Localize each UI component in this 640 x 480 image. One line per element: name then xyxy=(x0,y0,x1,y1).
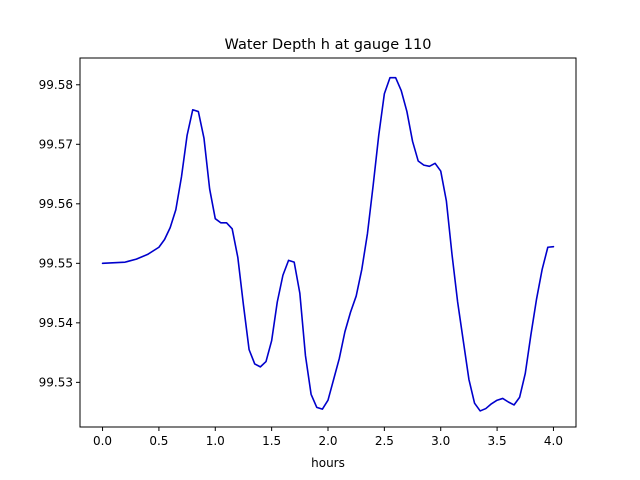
x-tick-label: 3.0 xyxy=(431,434,450,448)
y-tick-label: 99.55 xyxy=(39,256,73,270)
x-tick-label: 4.0 xyxy=(544,434,563,448)
x-tick-label: 2.5 xyxy=(375,434,394,448)
y-tick-label: 99.53 xyxy=(39,375,73,389)
x-axis-label: hours xyxy=(311,456,345,470)
y-tick-label: 99.58 xyxy=(39,78,73,92)
x-axis-ticks: 0.0 0.5 1.0 1.5 2.0 2.5 3.0 3.5 4.0 xyxy=(93,427,563,448)
y-tick-label: 99.56 xyxy=(39,197,73,211)
x-tick-label: 2.0 xyxy=(318,434,337,448)
y-axis-ticks: 99.53 99.54 99.55 99.56 99.57 99.58 xyxy=(39,78,80,389)
x-tick-label: 1.5 xyxy=(262,434,281,448)
y-tick-label: 99.57 xyxy=(39,137,73,151)
x-tick-label: 0.5 xyxy=(149,434,168,448)
x-tick-label: 1.0 xyxy=(206,434,225,448)
y-tick-label: 99.54 xyxy=(39,316,73,330)
series-line-0 xyxy=(101,76,555,412)
x-tick-label: 3.5 xyxy=(488,434,507,448)
x-tick-label: 0.0 xyxy=(93,434,112,448)
chart-title: Water Depth h at gauge 110 xyxy=(225,37,432,53)
